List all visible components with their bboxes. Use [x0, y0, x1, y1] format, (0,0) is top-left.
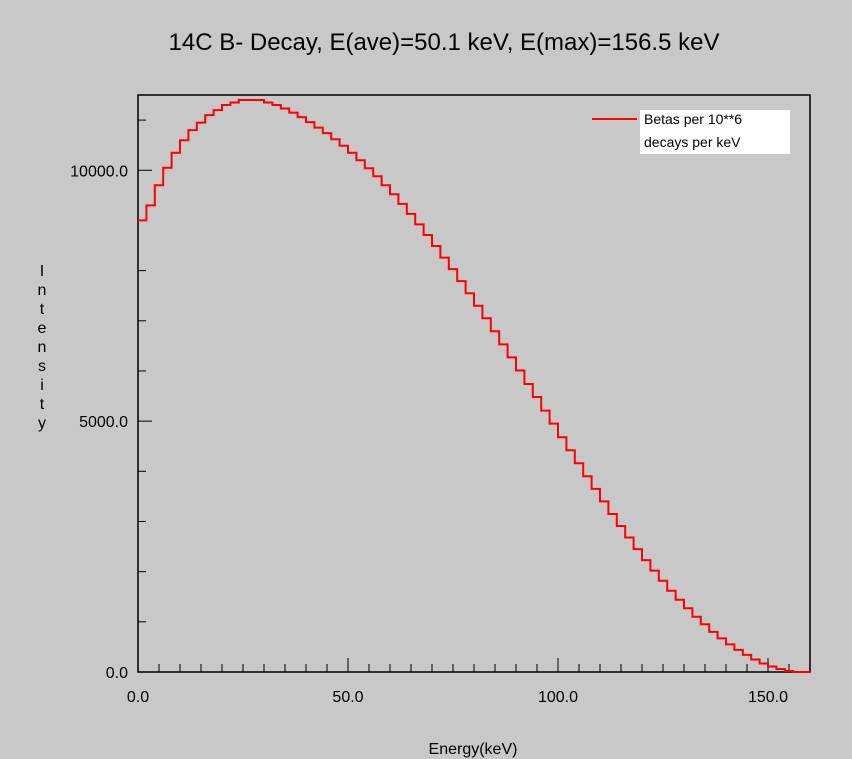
- legend-label-line2: decays per keV: [644, 134, 741, 150]
- series-line: [138, 99, 810, 673]
- x-axis-label: Energy(keV): [429, 741, 518, 758]
- legend-label-line1: Betas per 10**6: [644, 111, 742, 127]
- x-axis-ticks: [137, 658, 811, 672]
- y-axis-tick-labels: 0.0 5000.0 10000.0: [70, 163, 128, 682]
- legend-box: [640, 110, 790, 154]
- x-tick-label: 150.0: [748, 689, 788, 706]
- y-tick-label: 10000.0: [70, 163, 128, 180]
- legend: Betas per 10**6 decays per keV: [592, 110, 790, 154]
- plot-area: [137, 94, 811, 673]
- x-axis-tick-labels: 0.0 50.0 100.0 150.0: [127, 689, 788, 706]
- chart-title: 14C B- Decay, E(ave)=50.1 keV, E(max)=15…: [169, 29, 720, 56]
- x-tick-label: 50.0: [332, 689, 363, 706]
- y-tick-label: 5000.0: [79, 414, 128, 431]
- x-tick-label: 100.0: [538, 689, 578, 706]
- y-tick-label: 0.0: [106, 665, 128, 682]
- x-tick-label: 0.0: [127, 689, 149, 706]
